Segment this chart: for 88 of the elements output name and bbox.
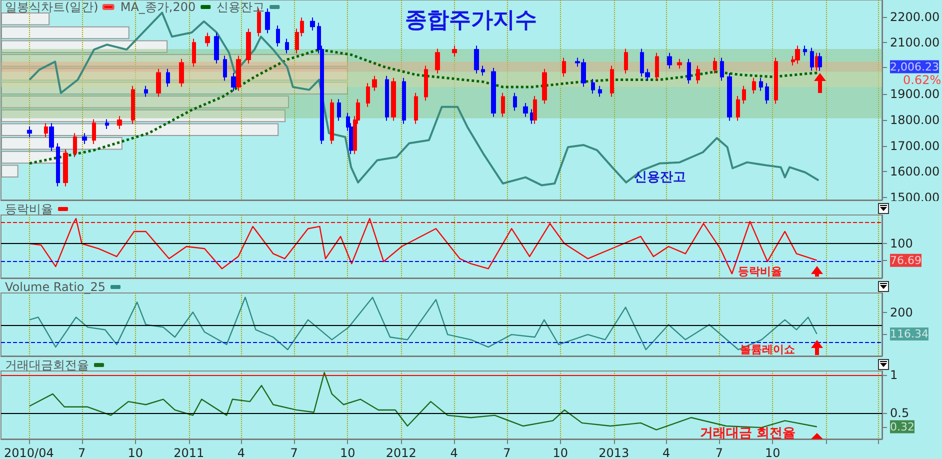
candlestick [276,25,280,47]
candlestick [562,57,566,78]
candlestick [330,98,334,144]
y-tick-label: 2,006.23 [890,60,939,74]
y-tick-label: 0.5 [890,406,910,420]
candlestick [818,52,822,72]
candlestick [435,48,440,74]
candlestick [402,77,406,124]
candlestick [414,92,418,124]
annotation: 거래대금 회전율 [700,425,796,442]
candlestick [810,47,814,72]
x-tick-label: 2012 [386,446,416,459]
candlestick [667,52,672,70]
y-tick-label: 200 [890,306,913,320]
text: 0.62% [903,73,942,87]
candlestick [310,17,315,31]
y-tick-label: 2200.00 [890,10,940,24]
candlestick [385,75,389,122]
legend-label: 일봉식차트(일간) [4,0,98,14]
candlestick [491,67,496,118]
x-tick-label: 2010/04 [4,446,54,459]
candlestick [591,78,595,94]
annotation: 등락비율 [738,264,782,279]
y-tick-label: 100 [890,236,913,251]
candlestick [366,82,370,108]
candlestick [598,85,602,98]
candlestick [687,58,691,84]
candlestick [677,58,682,70]
candlestick [742,85,746,104]
y-tick-label: 1900.00 [890,87,940,102]
y-tick-label: 76.69 [890,254,922,267]
y-tick-label: 0.32 [890,420,914,434]
candlestick [610,65,614,98]
annotation: 볼륨레이쇼 [740,342,795,357]
y-tick-label: 1 [890,368,898,382]
candlestick [542,68,547,104]
candlestick [372,75,377,92]
y-tick-label: 116.34 [890,327,928,340]
candlestick [391,77,396,122]
candlestick [795,45,800,64]
legend-label: 등락비율 [5,202,53,216]
candlestick [759,77,763,92]
x-tick-label: 10 [340,446,356,459]
x-tick-label: 7 [715,446,723,459]
candlestick [736,96,740,122]
candlestick [655,52,659,82]
candlestick [285,38,289,54]
candlestick [727,72,732,122]
candlestick [803,45,807,56]
candlestick [205,32,210,47]
y-tick-label: 2100.00 [890,36,940,50]
x-tick-label: 2011 [174,446,204,459]
candlestick [523,102,528,118]
x-tick-label: 4 [450,446,458,459]
x-tick-label: 7 [78,446,86,459]
x-tick-label: 10 [552,446,568,459]
x-tick-label: 4 [662,446,670,459]
candlestick [752,77,756,94]
candlestick [474,45,479,74]
candlestick [265,8,270,34]
candlestick [696,65,700,84]
candlestick [424,65,428,102]
x-tick-label: 2013 [598,446,630,459]
x-tick-label: 7 [290,446,298,459]
y-tick-label: 1600.00 [890,164,940,179]
x-tick-label: 7 [503,446,511,459]
candlestick [765,82,769,104]
candlestick [481,65,485,76]
x-tick-label: 4 [237,446,245,459]
candlestick [624,48,628,74]
candlestick [452,45,457,58]
x-tick-label: 10 [765,446,780,459]
x-tick-label: 10 [128,446,143,459]
candlestick [720,57,724,82]
candlestick [501,92,505,118]
candlestick [337,98,341,122]
candlestick [513,92,517,112]
legend-label: 신용잔고 [216,0,265,14]
y-tick-label: 1800.00 [890,113,940,127]
y-tick-label: 1700.00 [890,138,940,153]
candlestick [774,57,778,104]
chart-title: 종합주가지수 [405,7,537,33]
annotation: 신용잔고 [634,169,686,186]
candlestick [533,96,537,124]
legend-label: MA_종가,200 [120,0,196,14]
legend-label: Volume Ratio_25 [4,280,106,294]
legend-label: 거래대금회전율 [5,358,89,372]
candlestick [713,57,717,74]
